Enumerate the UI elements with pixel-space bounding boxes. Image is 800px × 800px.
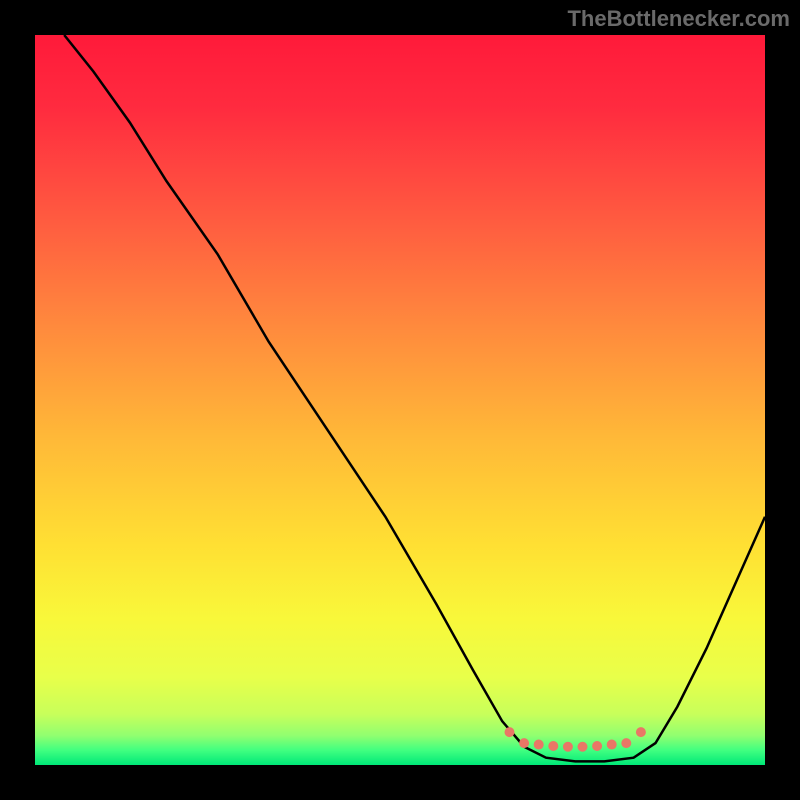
marker-point: [534, 740, 543, 749]
watermark-text: TheBottlenecker.com: [567, 6, 790, 32]
marker-point: [593, 742, 602, 751]
marker-point: [578, 742, 587, 751]
marker-point: [549, 742, 558, 751]
marker-point: [607, 740, 616, 749]
marker-point: [505, 728, 514, 737]
marker-point: [520, 739, 529, 748]
chart-plot: [35, 35, 765, 765]
marker-point: [622, 739, 631, 748]
marker-point: [563, 742, 572, 751]
marker-point: [636, 728, 645, 737]
